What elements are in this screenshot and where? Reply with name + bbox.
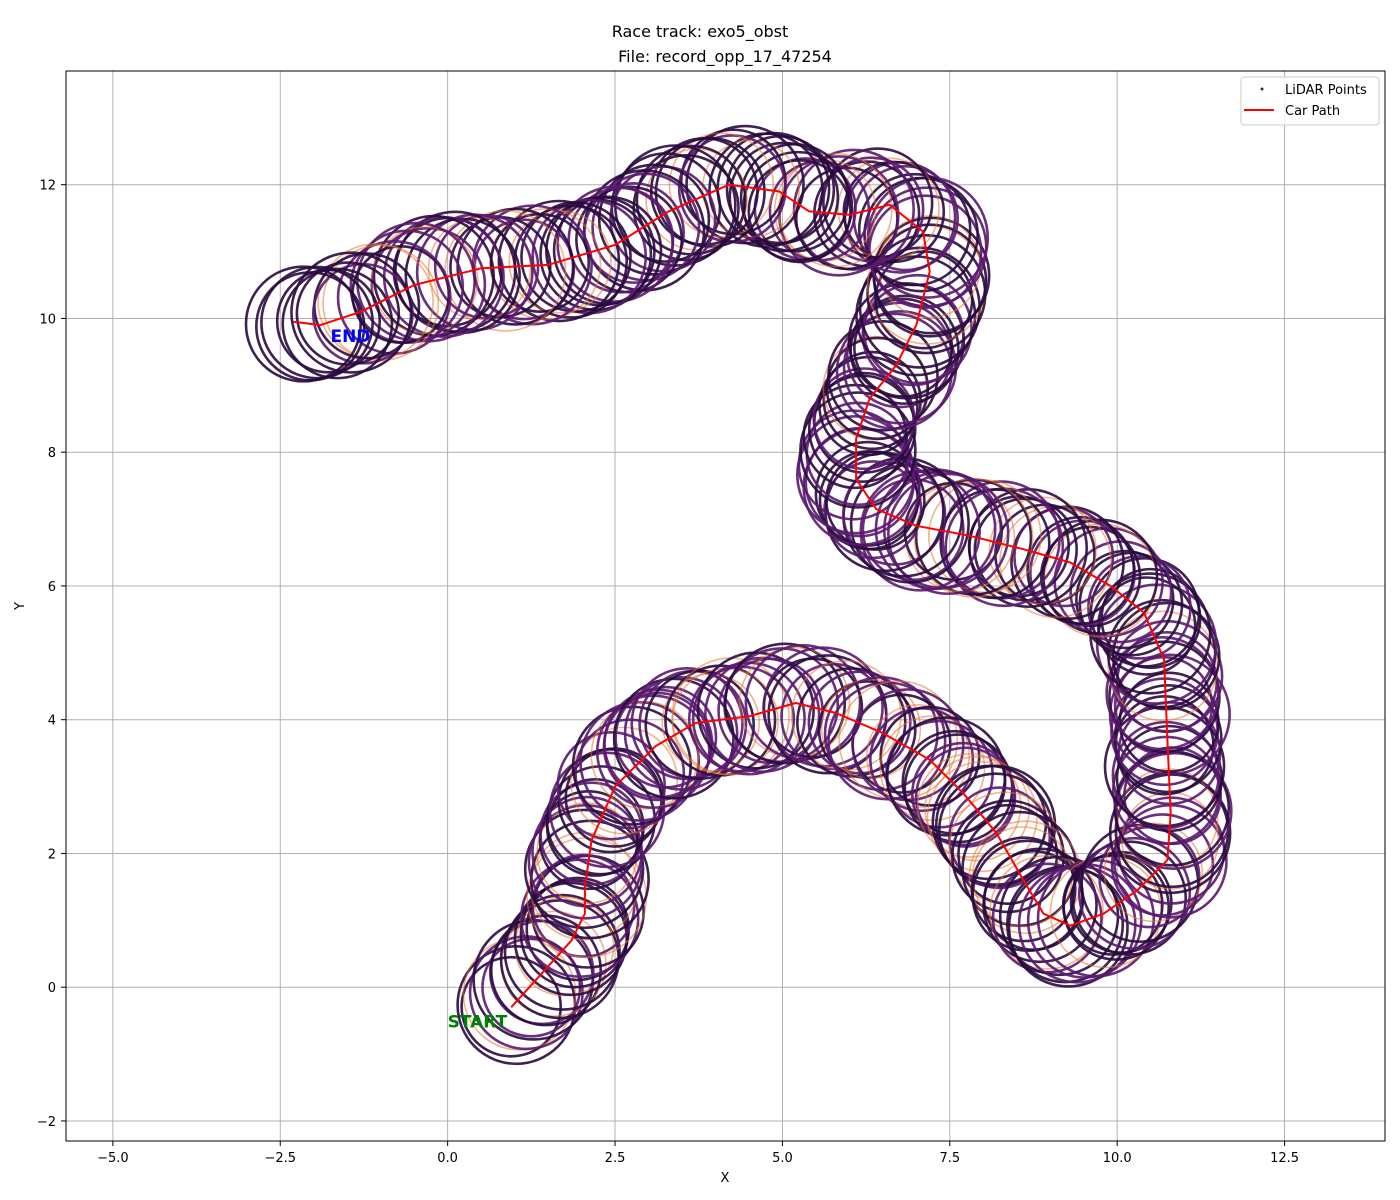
y-tick-label: 4 bbox=[48, 714, 56, 729]
lidar-scan-ring bbox=[1089, 557, 1201, 668]
lidar-scan-ring bbox=[863, 176, 979, 293]
end-label: END bbox=[330, 327, 370, 347]
lidar-scan-ring bbox=[556, 185, 674, 303]
lidar-scan-ring bbox=[812, 367, 916, 471]
lidar-scan-ring bbox=[556, 731, 666, 841]
lidar-scan-ring bbox=[1026, 515, 1136, 625]
y-tick-label: 10 bbox=[39, 312, 56, 327]
lidar-scan-ring bbox=[1062, 853, 1170, 961]
lidar-scan-ring bbox=[623, 676, 739, 791]
y-tick-label: 8 bbox=[48, 446, 56, 461]
axis-ticks: −5.0 −2.5 0.0 2.5 5.0 7.5 10.0 12.5 −2 0 2 4 6 8 10 12 bbox=[37, 179, 1299, 1166]
chart-subtitle: File: record_opp_17_47254 bbox=[618, 47, 832, 66]
lidar-scan-ring bbox=[275, 268, 381, 374]
y-tick-label: −2 bbox=[37, 1115, 56, 1130]
legend-box bbox=[1240, 76, 1380, 126]
lidar-scan-ring bbox=[1110, 813, 1215, 917]
lidar-scan-ring bbox=[989, 854, 1105, 970]
lidar-scan-ring bbox=[914, 746, 1017, 848]
x-tick-label: −2.5 bbox=[264, 1151, 296, 1166]
lidar-scan-ring bbox=[489, 914, 602, 1027]
lidar-scan-ring bbox=[290, 251, 413, 374]
lidar-scan-ring bbox=[444, 209, 567, 332]
lidar-scan-ring bbox=[926, 761, 1038, 873]
y-tick-label: 6 bbox=[48, 580, 56, 595]
lidar-scan-ring bbox=[630, 666, 744, 781]
lidar-scan-ring bbox=[982, 847, 1098, 964]
lidar-scan-ring bbox=[728, 141, 840, 253]
lidar-scan-ring bbox=[701, 139, 800, 238]
lidar-scan-ring bbox=[281, 267, 394, 380]
lidar-scan-ring bbox=[724, 642, 847, 765]
annotations-layer: START END bbox=[330, 327, 507, 1032]
car-path-layer bbox=[293, 183, 1172, 1008]
lidar-scan-ring bbox=[742, 150, 854, 262]
plot-frame bbox=[65, 70, 1386, 1142]
lidar-scan-ring bbox=[991, 862, 1103, 974]
x-tick-label: 0.0 bbox=[437, 1151, 458, 1166]
lidar-scan-ring bbox=[244, 265, 362, 383]
x-tick-label: −5.0 bbox=[97, 1151, 129, 1166]
lidar-scan-ring bbox=[825, 336, 930, 441]
lidar-scan-ring bbox=[1069, 540, 1173, 644]
y-tick-label: 0 bbox=[48, 981, 56, 996]
lidar-scan-ring bbox=[1071, 840, 1188, 956]
x-tick-label: 10.0 bbox=[1103, 1151, 1132, 1166]
y-tick-label: 12 bbox=[39, 179, 56, 194]
lidar-scan-ring bbox=[574, 718, 686, 830]
lidar-points-layer bbox=[244, 124, 1233, 1066]
x-tick-label: 12.5 bbox=[1270, 1151, 1299, 1166]
lidar-scan-ring bbox=[796, 415, 916, 535]
lidar-scan-ring bbox=[916, 753, 1022, 858]
legend-lidar-marker bbox=[1260, 87, 1264, 91]
chart-title: Race track: exo5_obst bbox=[611, 22, 789, 41]
lidar-scan-ring bbox=[857, 172, 972, 287]
lidar-scan-ring bbox=[497, 199, 621, 323]
lidar-scan-ring bbox=[260, 265, 374, 380]
lidar-scan-ring bbox=[957, 803, 1059, 905]
car-path-line bbox=[293, 183, 1172, 1008]
legend-lidar-label: LiDAR Points bbox=[1285, 83, 1367, 98]
x-tick-label: 5.0 bbox=[772, 1151, 793, 1166]
y-axis-label: Y bbox=[13, 602, 28, 611]
lidar-scan-ring bbox=[583, 182, 685, 284]
lidar-scan-ring bbox=[523, 808, 645, 930]
y-tick-label: 2 bbox=[48, 847, 56, 862]
legend-path-label: Car Path bbox=[1285, 104, 1340, 119]
lidar-scan-ring bbox=[762, 646, 884, 768]
x-tick-label: 2.5 bbox=[605, 1151, 626, 1166]
lidar-scan-ring bbox=[531, 795, 644, 908]
lidar-scan-ring bbox=[887, 472, 1010, 596]
start-label: START bbox=[448, 1012, 508, 1032]
lidar-scan-ring bbox=[708, 132, 824, 248]
lidar-scan-ring bbox=[317, 243, 434, 360]
lidar-scan-ring bbox=[668, 132, 775, 238]
lidar-scan-ring bbox=[460, 955, 563, 1058]
lidar-scan-ring bbox=[827, 319, 939, 432]
lidar-scan-ring bbox=[570, 726, 679, 835]
lidar-scan-ring bbox=[1078, 836, 1192, 951]
x-axis-label: X bbox=[721, 1171, 730, 1186]
lidar-scan-ring bbox=[685, 124, 805, 245]
lidar-scan-ring bbox=[901, 729, 1007, 835]
lidar-scan-ring bbox=[456, 207, 575, 326]
legend: LiDAR Points Car Path bbox=[1240, 76, 1380, 126]
lidar-scan-ring bbox=[948, 786, 1052, 890]
lidar-scan-ring bbox=[939, 488, 1051, 600]
lidar-scan-ring bbox=[1103, 822, 1204, 923]
lidar-scan-ring bbox=[1108, 771, 1232, 895]
lidar-scan-ring bbox=[799, 391, 917, 509]
lidar-scan-ring bbox=[503, 893, 621, 1011]
x-tick-label: 7.5 bbox=[939, 1151, 960, 1166]
lidar-scan-ring bbox=[1075, 549, 1175, 650]
lidar-scan-ring bbox=[548, 751, 666, 869]
